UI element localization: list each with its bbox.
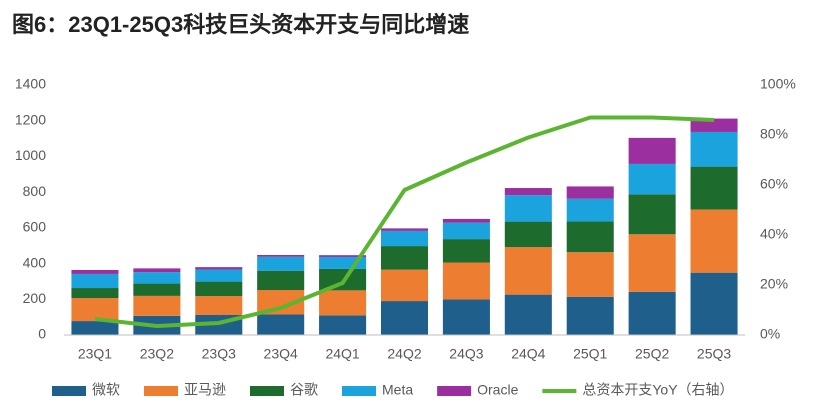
y-tick-label: 1200: [15, 111, 46, 127]
legend-label: 总资本开支YoY（右轴）: [582, 382, 733, 398]
bar-segment: [380, 246, 429, 270]
x-tick-label: 24Q3: [449, 346, 483, 362]
bar-segment: [442, 239, 490, 263]
bar-segment: [504, 188, 552, 196]
bar-segment: [442, 218, 490, 223]
bar-segment: [195, 281, 243, 297]
y2-tick-label: 100%: [760, 76, 796, 92]
bar-segment: [380, 230, 429, 247]
bar-segment: [442, 299, 490, 335]
bar-segment: [319, 290, 367, 316]
bar-segment: [257, 256, 305, 271]
bar-segment: [195, 269, 243, 282]
yoy-line: [94, 115, 715, 328]
bar-segment: [257, 314, 305, 335]
bar-segment: [257, 255, 305, 257]
bar-segment: [690, 272, 738, 335]
bar-segment: [690, 166, 738, 210]
y2-tick-label: 20%: [760, 276, 788, 292]
x-tick-label: 24Q1: [325, 346, 359, 362]
x-tick-label: 25Q1: [573, 346, 607, 362]
legend-swatch: [52, 386, 86, 396]
bar-segment: [71, 270, 119, 274]
legend-label: 微软: [92, 382, 120, 398]
bar-segment: [133, 268, 181, 273]
y-tick-label: 1400: [15, 76, 46, 92]
bar-segment: [690, 118, 738, 132]
x-tick-label: 23Q3: [202, 346, 236, 362]
bar-segment: [257, 270, 305, 290]
bar-segment: [690, 209, 738, 273]
bar-segment: [319, 315, 367, 335]
chart-title: 图6：23Q1-25Q3科技巨头资本开支与同比增速: [12, 12, 469, 37]
bar-segment: [319, 255, 367, 257]
legend-label: Oracle: [477, 382, 518, 398]
legend-swatch: [342, 386, 376, 396]
x-tick-label: 25Q3: [697, 346, 731, 362]
legend-label: 亚马逊: [184, 382, 226, 398]
bar-segment: [690, 131, 738, 167]
x-tick-label: 23Q2: [140, 346, 174, 362]
y2-tick-label: 0%: [760, 326, 780, 342]
bar-segment: [133, 272, 181, 284]
bar-segment: [195, 267, 243, 270]
bar-segment: [628, 194, 676, 235]
bar-segment: [319, 256, 367, 269]
bar-segment: [566, 221, 614, 253]
y2-tick-label: 80%: [760, 126, 788, 142]
bar-segment: [442, 222, 490, 240]
bar-segment: [195, 296, 243, 315]
y2-tick-label: 60%: [760, 176, 788, 192]
bar-segment: [504, 247, 552, 295]
bar-segment: [628, 234, 676, 292]
legend-swatch: [437, 386, 472, 396]
bar-segment: [628, 137, 676, 164]
bar-segment: [504, 195, 552, 222]
x-tick-label: 23Q4: [264, 346, 298, 362]
bar-segment: [380, 301, 429, 335]
y-tick-label: 1000: [15, 147, 46, 163]
x-tick-label: 23Q1: [78, 346, 112, 362]
x-tick-label: 24Q2: [387, 346, 421, 362]
legend-label: Meta: [382, 382, 413, 398]
bar-segment: [71, 288, 119, 299]
bar-segment: [504, 221, 552, 248]
bar-segment: [504, 294, 552, 335]
x-tick-label: 24Q4: [511, 346, 545, 362]
bar-segment: [380, 228, 429, 231]
y-tick-label: 0: [38, 326, 46, 342]
bar-segment: [133, 295, 181, 316]
bar-segment: [566, 198, 614, 222]
bar-segment: [71, 321, 119, 335]
bar-segment: [566, 186, 614, 199]
bar-segment: [71, 298, 119, 322]
y-tick-label: 800: [23, 183, 47, 199]
legend-swatch: [144, 386, 178, 396]
bar-segment: [628, 291, 676, 335]
legend-label: 谷歌: [290, 382, 318, 398]
legend-swatch: [250, 386, 284, 396]
y2-tick-label: 40%: [760, 226, 788, 242]
bar-segment: [71, 273, 119, 289]
y-tick-label: 200: [23, 290, 47, 306]
y-tick-label: 600: [23, 219, 47, 235]
bar-segment: [380, 269, 429, 302]
bar-segment: [628, 163, 676, 195]
y-tick-label: 400: [23, 254, 47, 270]
bar-segment: [133, 283, 181, 296]
bar-segment: [442, 262, 490, 300]
bar-segment: [566, 296, 614, 335]
bar-segment: [566, 252, 614, 297]
x-tick-label: 25Q2: [635, 346, 669, 362]
